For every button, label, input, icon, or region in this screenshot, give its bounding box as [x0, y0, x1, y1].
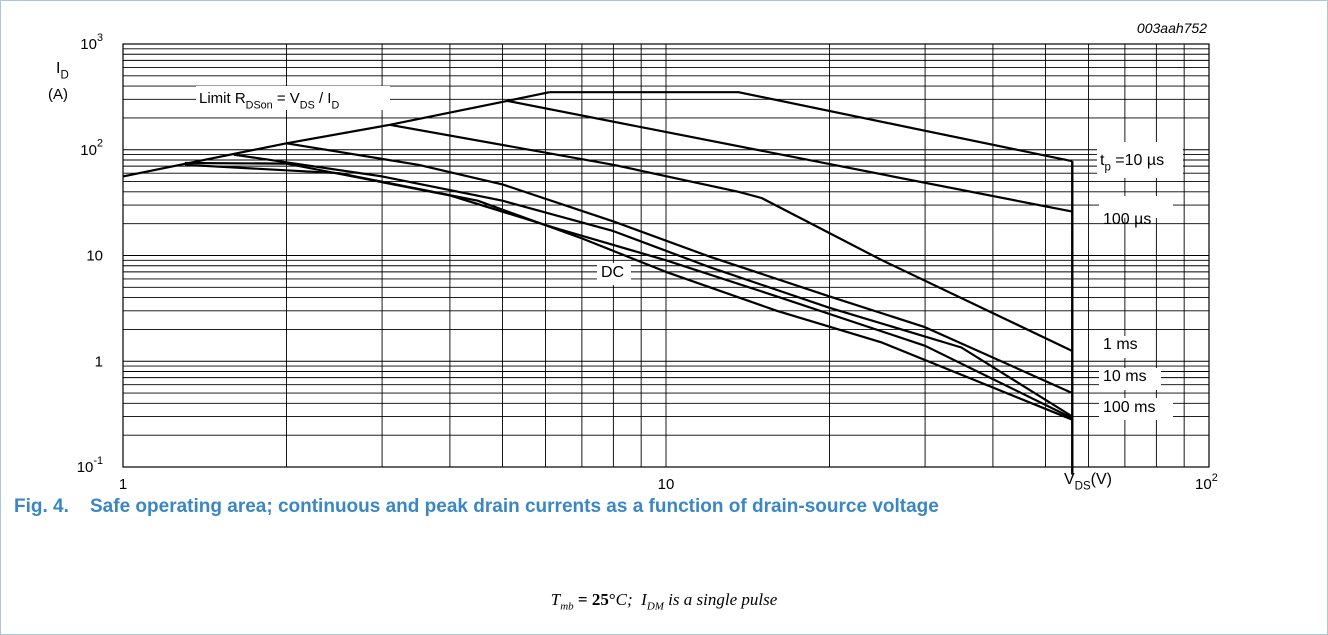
series-line-6: [184, 163, 1073, 421]
plot-border: [122, 43, 1210, 468]
x-tick-label: 1: [119, 476, 127, 490]
label-1ms-bg: [1099, 336, 1149, 358]
series-line-1: [506, 99, 1073, 213]
label-10ms: 10 ms: [1103, 368, 1147, 385]
y-tick-label: 10: [86, 248, 103, 265]
series-line-0: [549, 91, 1073, 163]
test-conditions: Tmb = 25°C; IDM is a single pulse: [550, 590, 778, 613]
series-line-4: [233, 153, 1073, 418]
label-tp-10us: tp =10 µs: [1100, 152, 1164, 174]
y-tick-label: 102: [80, 138, 103, 159]
figure-number: Fig. 4.: [14, 496, 69, 517]
y-axis-unit: (A): [48, 86, 68, 103]
tp-label-bg: [1097, 142, 1183, 178]
chart-labels: 10-1 1 10 102 103 1 10 102 ID (A) VDS(V) 003aah752 L…: [48, 20, 1218, 490]
label-100ms: 100 ms: [1103, 399, 1155, 416]
x-tick-label: 10: [658, 476, 675, 490]
series-line-2: [389, 123, 1073, 352]
chart-curves: [122, 91, 1074, 475]
label-dc-bg: [597, 263, 631, 285]
label-10ms-bg: [1099, 368, 1161, 390]
y-tick-label: 1: [95, 353, 103, 370]
figure-caption: Fig. 4. Safe operating area; continuous a…: [14, 496, 939, 518]
limit-label: Limit RDSon = VDS / ID: [199, 90, 339, 111]
series-line-3: [286, 142, 1073, 395]
soa-chart: 10-1 1 10 102 103 1 10 102 ID (A) VDS(V) 003aah752 L…: [48, 20, 1218, 490]
label-100us-bg: [1099, 196, 1173, 218]
y-tick-label: 103: [80, 32, 103, 53]
label-1ms: 1 ms: [1103, 336, 1138, 353]
series-line-5: [184, 161, 1073, 420]
y-axis-label: ID: [56, 60, 69, 82]
figure-code: 003aah752: [1137, 20, 1207, 36]
label-100ms-bg: [1099, 398, 1173, 420]
figure-title: Safe operating area; continuous and peak…: [90, 496, 939, 517]
limit-label-bg: [196, 86, 390, 110]
x-axis-label: VDS(V): [1064, 471, 1112, 490]
chart-grid: [122, 43, 1210, 468]
label-100us: 100 µs: [1103, 211, 1151, 228]
y-tick-label: 10-1: [77, 455, 103, 476]
label-dc: DC: [601, 264, 624, 281]
x-tick-label: 102: [1195, 472, 1218, 490]
